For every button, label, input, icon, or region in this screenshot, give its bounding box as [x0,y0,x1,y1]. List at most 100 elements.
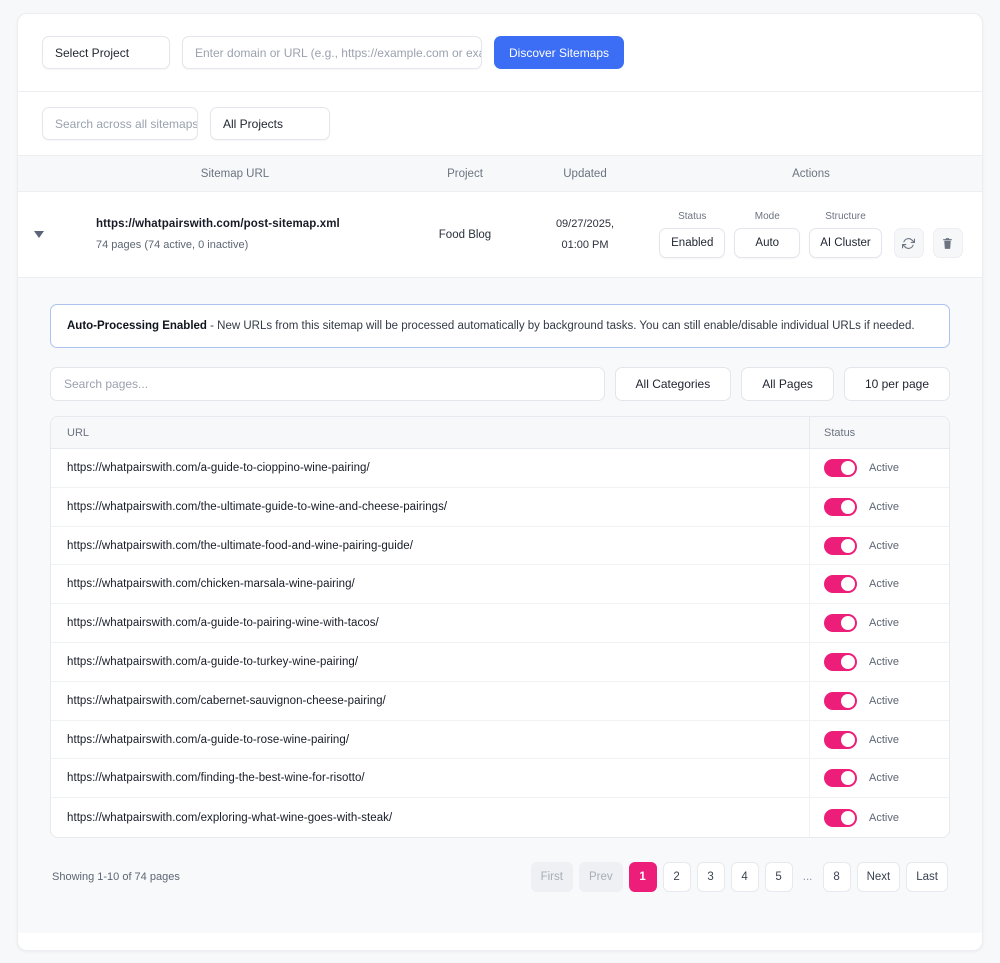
pagination-button-8[interactable]: 8 [822,862,851,893]
page-status-label: Active [869,811,899,824]
table-row[interactable]: https://whatpairswith.com/exploring-what… [51,798,949,838]
pagination-button-prev[interactable]: Prev [578,862,623,893]
pages-header-url: URL [67,426,90,439]
domain-url-placeholder: Enter domain or URL (e.g., https://examp… [195,45,481,60]
page-url-text[interactable]: https://whatpairswith.com/a-guide-to-pai… [67,617,379,630]
page-url-text[interactable]: https://whatpairswith.com/a-guide-to-tur… [67,655,359,668]
page-status-cell: Active [809,604,949,643]
page-status-toggle[interactable] [824,808,857,827]
table-row[interactable]: https://whatpairswith.com/a-guide-to-cio… [51,449,949,488]
all-categories-filter[interactable]: All Categories [614,367,732,402]
header-project: Project [447,167,483,180]
page-status-label: Active [869,578,899,591]
all-projects-filter[interactable]: All Projects [210,107,330,140]
page-status-toggle[interactable] [824,614,857,633]
page-url-text[interactable]: https://whatpairswith.com/a-guide-to-cio… [67,461,370,474]
page-status-label: Active [869,772,899,785]
sitemap-updated-cell: 09/27/2025, 01:00 PM [530,214,640,256]
pagination-button-1[interactable]: 1 [628,862,657,893]
table-row[interactable]: https://whatpairswith.com/cabernet-sauvi… [51,681,949,721]
page-url-text[interactable]: https://whatpairswith.com/chicken-marsal… [67,578,355,591]
page-url-text[interactable]: https://whatpairswith.com/the-ultimate-g… [67,500,448,513]
pagination-button-4[interactable]: 4 [730,862,759,893]
page-status-toggle[interactable] [824,652,857,671]
all-pages-filter[interactable]: All Pages [741,367,834,402]
delete-button[interactable] [932,228,963,258]
domain-url-input[interactable]: Enter domain or URL (e.g., https://examp… [182,36,482,69]
project-select-label: Select Project [55,45,130,60]
pages-table-body: https://whatpairswith.com/a-guide-to-cio… [51,449,949,838]
page-status-toggle[interactable] [824,536,857,555]
status-select[interactable]: Enabled [659,228,726,258]
sitemap-actions-cell: Status Enabled Mode Auto Structure AI Cl… [640,211,982,258]
auto-processing-notice: Auto-Processing Enabled - New URLs from … [50,304,950,349]
sitemap-updated-date: 09/27/2025, [555,217,615,230]
page-status-toggle[interactable] [824,575,857,594]
auto-processing-notice-text: - New URLs from this sitemap will be pro… [206,320,915,332]
expand-cell [18,231,70,238]
actions-wrapper: Status Enabled Mode Auto Structure AI Cl… [640,211,982,258]
search-pages-input[interactable]: Search pages... [50,367,605,402]
page-url-text[interactable]: https://whatpairswith.com/exploring-what… [67,811,393,824]
page-url-text[interactable]: https://whatpairswith.com/the-ultimate-f… [67,539,413,552]
pagination-button-last[interactable]: Last [906,862,948,893]
table-row[interactable]: https://whatpairswith.com/chicken-marsal… [51,565,949,605]
table-row[interactable]: https://whatpairswith.com/the-ultimate-g… [51,487,949,527]
page-status-label: Active [869,500,899,513]
pagination-button-ellipsisellipsisellipsis: ... [802,871,813,884]
table-row[interactable]: https://whatpairswith.com/a-guide-to-pai… [51,604,949,644]
caret-down-icon[interactable] [34,231,44,238]
table-row[interactable]: https://whatpairswith.com/a-guide-to-tur… [51,643,949,682]
sitemaps-table-header: Sitemap URL Project Updated Actions [18,156,982,192]
trash-icon [943,237,953,249]
page-status-cell: Active [809,759,949,798]
pagination-button-next[interactable]: Next [856,862,901,893]
sitemap-search-toolbar: Search across all sitemaps... All Projec… [18,92,982,156]
discovery-toolbar: Select Project Enter domain or URL (e.g.… [18,14,982,92]
refresh-button[interactable] [893,228,924,258]
page-status-toggle[interactable] [824,730,857,749]
mode-select[interactable]: Auto [734,228,801,258]
page-url-text[interactable]: https://whatpairswith.com/cabernet-sauvi… [67,694,386,707]
auto-processing-notice-title: Auto-Processing Enabled [67,320,207,332]
structure-field: Structure AI Cluster [809,211,882,258]
sitemap-row[interactable]: https://whatpairswith.com/post-sitemap.x… [18,192,982,278]
sitemap-pages-summary: 74 pages (74 active, 0 inactive) [96,239,249,251]
structure-field-label: Structure [825,211,866,222]
mode-field: Mode Auto [734,211,801,258]
per-page-select[interactable]: 10 per page [843,367,950,402]
table-row[interactable]: https://whatpairswith.com/finding-the-be… [51,759,949,799]
page-status-cell: Active [809,565,949,604]
pagination-button-5[interactable]: 5 [764,862,793,893]
header-actions: Actions [792,167,830,180]
header-sitemap-url: Sitemap URL [200,167,270,180]
pages-header-status: Status [809,417,949,449]
status-field: Status Enabled [659,211,726,258]
pages-filter-toolbar: Search pages... All Categories All Pages… [50,367,950,402]
table-row[interactable]: https://whatpairswith.com/a-guide-to-ros… [51,720,949,760]
pagination-buttons: First Prev 1 2 3 4 5... 8 Next Last [530,862,948,893]
pages-table-header: URL Status [51,417,949,450]
pagination-button-3[interactable]: 3 [696,862,725,893]
table-row[interactable]: https://whatpairswith.com/the-ultimate-f… [51,526,949,566]
page-status-toggle[interactable] [824,691,857,710]
discover-sitemaps-button[interactable]: Discover Sitemaps [494,36,625,69]
page-status-toggle[interactable] [824,458,857,477]
page-status-label: Active [869,655,899,668]
page-status-label: Active [869,733,899,746]
page-url-text[interactable]: https://whatpairswith.com/finding-the-be… [67,772,365,785]
page-status-toggle[interactable] [824,769,857,788]
search-all-sitemaps-input[interactable]: Search across all sitemaps... [42,107,198,140]
sitemap-updated-time: 01:00 PM [561,238,609,251]
page-url-text[interactable]: https://whatpairswith.com/a-guide-to-ros… [67,733,350,746]
header-updated: Updated [563,167,607,180]
structure-select[interactable]: AI Cluster [809,228,882,258]
page-status-cell: Active [809,681,949,720]
pagination-button-2[interactable]: 2 [662,862,691,893]
pages-table: URL Status https://whatpairswith.com/a-g… [50,416,950,839]
pagination-button-first[interactable]: First [530,862,573,893]
page-status-toggle[interactable] [824,497,857,516]
sitemap-url-text[interactable]: https://whatpairswith.com/post-sitemap.x… [96,218,340,230]
project-select[interactable]: Select Project [42,36,170,69]
